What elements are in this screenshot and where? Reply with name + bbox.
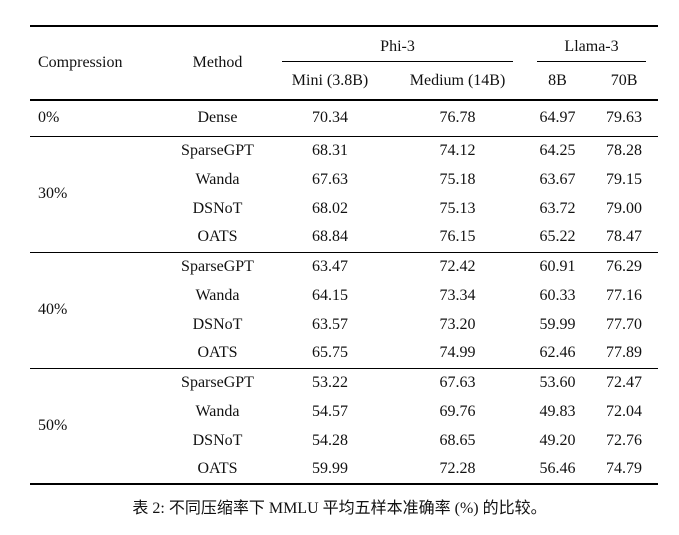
value-cell: 72.47: [590, 367, 659, 397]
value-cell: 68.02: [312, 199, 348, 217]
value-cell: 67.63: [312, 170, 348, 188]
value-cell: 64.97: [525, 99, 591, 136]
results-table: Compression Method Phi-3 Llama-3 Mini (3…: [30, 25, 659, 485]
value-cell: 69.76: [439, 402, 476, 420]
table-row: 30% SparseGPT 68.31 74.12 64.25 78.28: [30, 135, 659, 252]
table-row: OATS 65.75 74.99 62.46 77.89: [30, 339, 658, 368]
table-row: DSNoT 54.28 68.65 49.20 72.76: [30, 426, 658, 455]
compression-cell: 0%: [30, 99, 165, 136]
table-row: Wanda 64.15 73.34 60.33 77.16: [30, 281, 658, 310]
table-row: OATS 59.99 72.28 56.46 74.79: [30, 455, 658, 484]
value-cell: 59.99: [539, 315, 576, 333]
method-cell: OATS: [197, 228, 238, 246]
method-cell: OATS: [197, 460, 238, 477]
table-row: OATS 68.84 76.15 65.22 78.47: [30, 223, 658, 252]
value-cell: 65.22: [539, 228, 576, 246]
value-cell: 53.22: [270, 367, 390, 397]
method-cell: SparseGPT: [165, 367, 270, 397]
value-cell: 76.29: [590, 251, 659, 281]
table-caption: 表 2: 不同压缩率下 MMLU 平均五样本准确率 (%) 的比较。: [132, 500, 547, 517]
table-header: Compression Method Phi-3 Llama-3 Mini (3…: [30, 26, 658, 100]
value-cell: 49.20: [539, 431, 576, 449]
value-cell: 74.99: [439, 344, 476, 362]
table-row: Wanda 67.63 75.18 63.67 79.15: [30, 165, 658, 194]
method-cell: Wanda: [195, 170, 240, 188]
value-cell: 75.13: [439, 199, 476, 217]
table-body: 0% Dense 70.34 76.78 64.97 79.63 30% Spa…: [30, 99, 659, 484]
value-cell: 72.04: [606, 402, 643, 420]
header-phi3-mini: Mini (3.8B): [291, 71, 369, 89]
value-cell: 54.57: [312, 402, 348, 420]
value-cell: 68.31: [270, 135, 390, 165]
value-cell: 74.12: [390, 135, 526, 165]
value-cell: 63.47: [270, 251, 390, 281]
value-cell: 65.75: [312, 344, 348, 362]
table-row: Wanda 54.57 69.76 49.83 72.04: [30, 397, 658, 426]
value-cell: 54.28: [312, 431, 348, 449]
table-row: 50% SparseGPT 53.22 67.63 53.60 72.47: [30, 367, 659, 484]
header-row-subcols: Mini (3.8B) Medium (14B) 8B 70B: [30, 62, 658, 100]
value-cell: 63.72: [539, 199, 576, 217]
method-cell: SparseGPT: [165, 135, 270, 165]
value-cell: 76.15: [439, 228, 476, 246]
table-row: 40% SparseGPT 63.47 72.42 60.91 76.29: [30, 251, 659, 368]
compression-cell: 50%: [30, 367, 165, 484]
value-cell: 60.91: [525, 251, 591, 281]
method-cell: DSNoT: [192, 431, 243, 449]
table-row: 0% Dense 70.34 76.78 64.97 79.63: [30, 99, 659, 136]
value-cell: 56.46: [539, 460, 576, 477]
method-cell: Dense: [165, 99, 270, 136]
value-cell: 74.79: [606, 460, 643, 477]
value-cell: 68.84: [312, 228, 348, 246]
method-cell: Wanda: [195, 402, 240, 420]
value-cell: 53.60: [525, 367, 591, 397]
value-cell: 79.15: [606, 170, 643, 188]
method-cell: DSNoT: [192, 315, 243, 333]
method-cell: DSNoT: [192, 199, 243, 217]
value-cell: 72.28: [439, 460, 476, 477]
value-cell: 72.42: [390, 251, 526, 281]
value-cell: 77.70: [606, 315, 643, 333]
value-cell: 78.28: [590, 135, 659, 165]
value-cell: 78.47: [606, 228, 643, 246]
value-cell: 73.20: [439, 315, 476, 333]
value-cell: 64.25: [525, 135, 591, 165]
value-cell: 79.63: [590, 99, 659, 136]
value-cell: 77.16: [606, 286, 643, 304]
value-cell: 73.34: [439, 286, 476, 304]
group-label-phi3: Phi-3: [282, 34, 514, 62]
group-label-llama3: Llama-3: [537, 34, 647, 62]
value-cell: 72.76: [606, 431, 643, 449]
value-cell: 63.57: [312, 315, 348, 333]
method-cell: OATS: [197, 344, 238, 362]
header-method: Method: [192, 54, 243, 71]
header-row-groups: Compression Method Phi-3 Llama-3: [30, 26, 658, 71]
value-cell: 59.99: [312, 460, 348, 477]
method-cell: Wanda: [195, 286, 240, 304]
header-llama3-8b: 8B: [548, 71, 567, 89]
value-cell: 49.83: [539, 402, 576, 420]
compression-cell: 40%: [30, 251, 165, 368]
value-cell: 75.18: [439, 170, 476, 188]
header-group-phi3: Phi-3: [270, 26, 525, 62]
header-group-llama3: Llama-3: [525, 26, 658, 62]
table-row: DSNoT 63.57 73.20 59.99 77.70: [30, 310, 658, 339]
value-cell: 60.33: [539, 286, 576, 304]
value-cell: 70.34: [270, 99, 390, 136]
header-compression: Compression: [38, 54, 123, 71]
value-cell: 62.46: [539, 344, 576, 362]
compression-cell: 30%: [30, 135, 165, 252]
table-container: Compression Method Phi-3 Llama-3 Mini (3…: [30, 25, 659, 485]
value-cell: 67.63: [390, 367, 526, 397]
value-cell: 64.15: [312, 286, 348, 304]
header-phi3-medium: Medium (14B): [409, 71, 506, 89]
method-cell: SparseGPT: [165, 251, 270, 281]
value-cell: 77.89: [606, 344, 643, 362]
header-llama3-70b: 70B: [610, 71, 638, 89]
value-cell: 76.78: [390, 99, 526, 136]
value-cell: 68.65: [439, 431, 476, 449]
table-row: DSNoT 68.02 75.13 63.72 79.00: [30, 194, 658, 223]
value-cell: 79.00: [606, 199, 643, 217]
value-cell: 63.67: [539, 170, 576, 188]
